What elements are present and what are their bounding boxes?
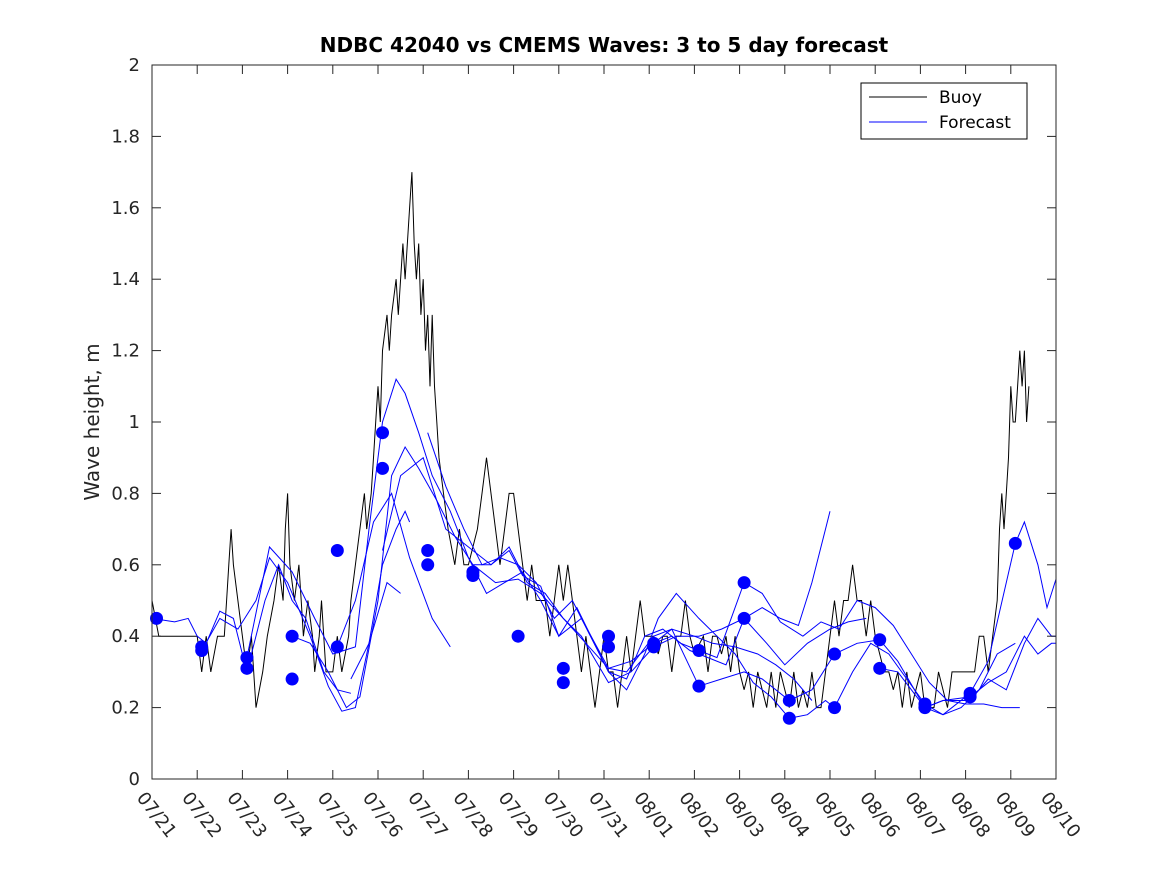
y-tick-label: 2 bbox=[129, 55, 140, 76]
forecast-marker bbox=[782, 693, 796, 707]
x-tick-label: 07/30 bbox=[539, 788, 587, 842]
forecast-marker bbox=[240, 651, 254, 665]
forecast-series-line-1 bbox=[151, 563, 352, 694]
forecast-marker bbox=[782, 711, 796, 725]
y-tick-label: 0 bbox=[129, 769, 140, 790]
x-tick-label: 07/22 bbox=[177, 788, 225, 842]
forecast-marker bbox=[828, 701, 842, 715]
x-tick-label: 08/09 bbox=[991, 788, 1039, 842]
forecast-marker bbox=[602, 629, 616, 643]
legend: Buoy Forecast bbox=[860, 82, 1028, 140]
forecast-marker bbox=[376, 461, 390, 475]
forecast-marker bbox=[285, 629, 299, 643]
x-tick-label: 08/04 bbox=[765, 788, 813, 842]
forecast-series-line-5 bbox=[336, 492, 451, 648]
forecast-marker bbox=[873, 633, 887, 647]
forecast-marker bbox=[692, 679, 706, 693]
y-tick-label: 1 bbox=[129, 412, 140, 433]
forecast-marker bbox=[918, 701, 932, 715]
forecast-marker bbox=[285, 672, 299, 686]
x-tick-label: 07/25 bbox=[313, 788, 361, 842]
forecast-series-line-7 bbox=[382, 456, 1016, 719]
forecast-marker bbox=[556, 676, 570, 690]
forecast-marker bbox=[737, 611, 751, 625]
y-tick-label: 0.4 bbox=[111, 626, 140, 647]
x-tick-label: 07/21 bbox=[132, 788, 180, 842]
forecast-marker bbox=[602, 640, 616, 654]
forecast-series-line-6 bbox=[350, 581, 401, 680]
y-axis: 0 0.2 0.4 0.6 0.8 1 1.2 1.4 1.6 1.8 2 bbox=[111, 55, 1056, 790]
x-tick-label: 08/10 bbox=[1036, 788, 1084, 842]
plot-area bbox=[151, 172, 1057, 719]
forecast-marker bbox=[466, 569, 480, 583]
forecast-series-line-12 bbox=[924, 617, 1056, 709]
x-tick-label: 08/07 bbox=[900, 788, 948, 842]
x-tick-label: 07/28 bbox=[448, 788, 496, 842]
forecast-marker bbox=[195, 643, 209, 657]
forecast-series-line-2 bbox=[201, 510, 411, 712]
forecast-markers bbox=[150, 426, 1022, 725]
x-tick-label: 07/26 bbox=[358, 788, 406, 842]
forecast-marker bbox=[330, 544, 344, 558]
y-axis-label: Wave height, m bbox=[80, 343, 104, 500]
forecast-marker bbox=[692, 643, 706, 657]
x-axis: 07/2107/2207/2307/2407/2507/2607/2707/28… bbox=[132, 65, 1085, 842]
x-tick-label: 07/23 bbox=[222, 788, 270, 842]
y-tick-label: 1.6 bbox=[111, 198, 140, 219]
forecast-marker bbox=[330, 640, 344, 654]
forecast-marker bbox=[1008, 536, 1022, 550]
forecast-series-line-11 bbox=[879, 520, 1057, 716]
forecast-marker bbox=[737, 576, 751, 590]
y-tick-label: 0.2 bbox=[111, 698, 140, 719]
forecast-marker bbox=[376, 426, 390, 440]
forecast-marker bbox=[873, 661, 887, 675]
forecast-series-line-4 bbox=[291, 445, 867, 709]
forecast-marker bbox=[828, 647, 842, 661]
y-tick-label: 1.8 bbox=[111, 126, 140, 147]
forecast-series-line-3 bbox=[246, 378, 813, 701]
buoy-series-line bbox=[151, 172, 1030, 709]
forecast-series-line-8 bbox=[427, 432, 1020, 709]
y-tick-label: 1.2 bbox=[111, 341, 140, 362]
x-tick-label: 08/03 bbox=[720, 788, 768, 842]
forecast-marker bbox=[421, 544, 435, 558]
forecast-marker bbox=[421, 558, 435, 572]
legend-box bbox=[860, 82, 1028, 140]
forecast-series-line-9 bbox=[472, 511, 831, 669]
x-tick-label: 07/24 bbox=[268, 788, 316, 842]
y-tick-label: 0.8 bbox=[111, 483, 140, 504]
forecast-marker bbox=[240, 661, 254, 675]
forecast-marker bbox=[963, 690, 977, 704]
forecast-marker bbox=[150, 611, 164, 625]
legend-buoy-label: Buoy bbox=[939, 88, 982, 108]
x-tick-label: 08/05 bbox=[810, 788, 858, 842]
x-tick-label: 07/29 bbox=[494, 788, 542, 842]
forecast-marker bbox=[511, 629, 525, 643]
y-tick-label: 0.6 bbox=[111, 555, 140, 576]
x-tick-label: 07/27 bbox=[403, 788, 451, 842]
chart-title: NDBC 42040 vs CMEMS Waves: 3 to 5 day fo… bbox=[320, 33, 889, 57]
x-tick-label: 08/01 bbox=[629, 788, 677, 842]
y-tick-label: 1.4 bbox=[111, 269, 140, 290]
x-tick-label: 08/02 bbox=[674, 788, 722, 842]
forecast-marker bbox=[556, 661, 570, 675]
legend-forecast-label: Forecast bbox=[939, 113, 1011, 133]
x-tick-label: 08/06 bbox=[855, 788, 903, 842]
forecast-marker bbox=[647, 640, 661, 654]
x-tick-label: 08/08 bbox=[946, 788, 994, 842]
x-tick-label: 07/31 bbox=[584, 788, 632, 842]
